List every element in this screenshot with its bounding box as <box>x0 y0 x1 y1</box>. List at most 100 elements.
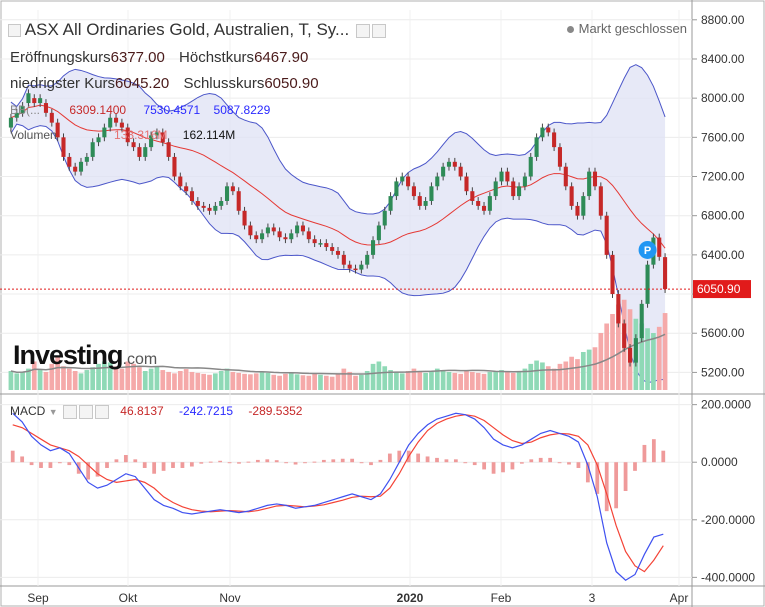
macd-line <box>12 412 664 581</box>
candle-body <box>300 225 305 232</box>
candle-body <box>260 233 265 240</box>
candle-body <box>26 93 31 104</box>
candle-body <box>587 171 592 197</box>
macd-eye-icon[interactable] <box>62 404 77 419</box>
volume-value-1: 133.316M <box>114 128 168 142</box>
candle-body <box>14 112 19 118</box>
chart-title-row: ASX All Ordinaries Gold, Australien, T, … <box>6 20 386 40</box>
macd-close-icon[interactable] <box>94 404 109 419</box>
volume-bar <box>271 374 277 390</box>
bollinger-middle-line <box>10 104 666 249</box>
volume-bar <box>528 363 534 390</box>
candle-body <box>306 231 311 240</box>
candle-body <box>318 243 323 245</box>
candle-body <box>55 122 60 138</box>
candle-body <box>207 207 212 211</box>
volume-bar <box>283 373 288 390</box>
macd-legend: MACD ▼ 46.8137 -242.7215 -289.5352 <box>10 404 302 419</box>
macd-histogram-bar <box>152 462 157 474</box>
volume-bar <box>610 314 615 390</box>
candle-body <box>254 235 259 240</box>
candle-body <box>312 239 317 244</box>
macd-histogram-bar <box>86 462 91 480</box>
volume-bar <box>534 360 539 390</box>
volume-bar <box>359 374 364 390</box>
volume-value-2: 162.114M <box>182 128 236 142</box>
high-value: 6467.90 <box>254 49 309 66</box>
candle-body <box>154 132 159 136</box>
macd-histogram-bar <box>293 462 298 465</box>
volume-bar <box>119 368 125 390</box>
candle-body <box>295 225 300 234</box>
macd-histogram-bar <box>39 462 43 468</box>
volume-bar <box>586 349 592 390</box>
candle-body <box>411 186 416 197</box>
macd-histogram-bar <box>105 462 109 468</box>
volume-bar <box>288 372 294 390</box>
volume-bar <box>434 368 440 390</box>
candle-body <box>230 186 235 192</box>
candle-body <box>546 127 551 133</box>
bb-legend: BB(... 6309.1400 7530.4571 5087.8229 <box>10 103 270 117</box>
volume-bar <box>423 372 428 390</box>
close-value: 6050.90 <box>264 75 319 92</box>
y-tick-label: 8400.00 <box>701 52 745 66</box>
candle-body <box>557 147 562 167</box>
candle-body <box>8 117 13 128</box>
investing-logo: Investing.com <box>13 340 157 371</box>
candle-body <box>119 122 124 128</box>
macd-histogram-bar <box>246 461 251 463</box>
candle-body <box>265 227 270 234</box>
candle-body <box>178 176 183 187</box>
macd-histogram-bar <box>576 462 581 468</box>
candle-body <box>598 186 603 216</box>
volume-bar <box>172 373 177 390</box>
candle-body <box>423 201 428 206</box>
eye-icon[interactable] <box>355 23 370 38</box>
macd-histogram-bar <box>227 462 232 464</box>
volume-bar <box>604 323 610 390</box>
volume-bar <box>265 372 271 390</box>
macd-histogram-bar <box>369 462 373 466</box>
volume-bar <box>195 372 201 390</box>
candle-body <box>505 171 510 182</box>
bollinger-lower-line <box>10 123 666 384</box>
volume-bar <box>107 362 113 390</box>
volume-bar <box>429 371 434 390</box>
macd-label: MACD <box>10 404 46 418</box>
volume-bar <box>259 371 265 390</box>
macd-histogram-bar <box>453 459 458 463</box>
macd-dropdown-icon[interactable]: ▼ <box>48 407 58 417</box>
macd-histogram-bar <box>189 462 194 467</box>
candle-body <box>499 171 504 182</box>
x-tick-label: Apr <box>670 591 689 605</box>
macd-histogram-bar <box>623 462 628 491</box>
settings-icon[interactable] <box>371 23 386 38</box>
volume-bar <box>177 371 183 390</box>
collapse-icon[interactable] <box>8 24 21 38</box>
last-price-tag <box>693 280 751 299</box>
macd-histogram-bar <box>538 457 543 463</box>
candle-body <box>236 191 241 211</box>
macd-histogram-bar <box>519 462 524 464</box>
volume-bar <box>148 368 154 390</box>
volume-bar <box>616 304 621 390</box>
volume-bar <box>183 369 189 390</box>
bb-label: BB(... <box>10 103 41 117</box>
macd-histogram-bar <box>567 462 571 465</box>
volume-bar <box>470 371 475 390</box>
macd-histogram-bar <box>614 462 619 509</box>
candle-body <box>125 127 130 143</box>
volume-bar <box>446 371 452 390</box>
x-tick-label: 3 <box>589 591 596 605</box>
candle-body <box>289 233 294 240</box>
volume-bar <box>505 371 510 390</box>
candle-body <box>283 237 288 240</box>
volume-bar <box>464 371 469 390</box>
candle-body <box>137 147 142 157</box>
macd-settings-icon[interactable] <box>78 404 93 419</box>
last-price-label: 6050.90 <box>697 282 741 296</box>
macd-histogram-bar <box>133 459 138 463</box>
